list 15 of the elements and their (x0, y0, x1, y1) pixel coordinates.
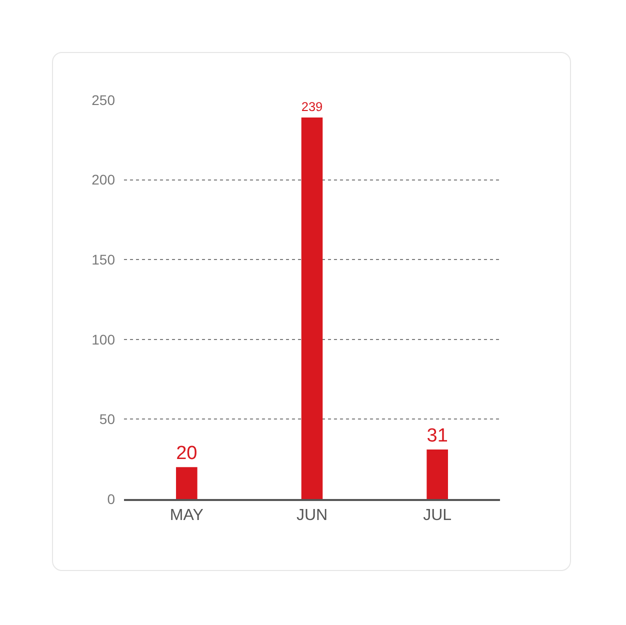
y-tick-label: 200 (92, 172, 116, 188)
bar (426, 450, 448, 499)
bar (176, 467, 198, 499)
x-tick-label: JUL (423, 506, 452, 524)
y-tick-label: 0 (107, 490, 116, 507)
data-label: 31 (426, 426, 448, 447)
data-label: 239 (301, 99, 323, 114)
y-tick-label: 50 (99, 411, 116, 428)
y-tick-label: 250 (92, 92, 116, 108)
y-tick-label: 100 (92, 331, 116, 348)
x-tick-label: MAY (170, 506, 204, 524)
data-label: 20 (176, 443, 198, 464)
x-tick-label: JUN (296, 506, 328, 524)
y-tick-label: 150 (92, 252, 116, 268)
bar (301, 118, 323, 499)
